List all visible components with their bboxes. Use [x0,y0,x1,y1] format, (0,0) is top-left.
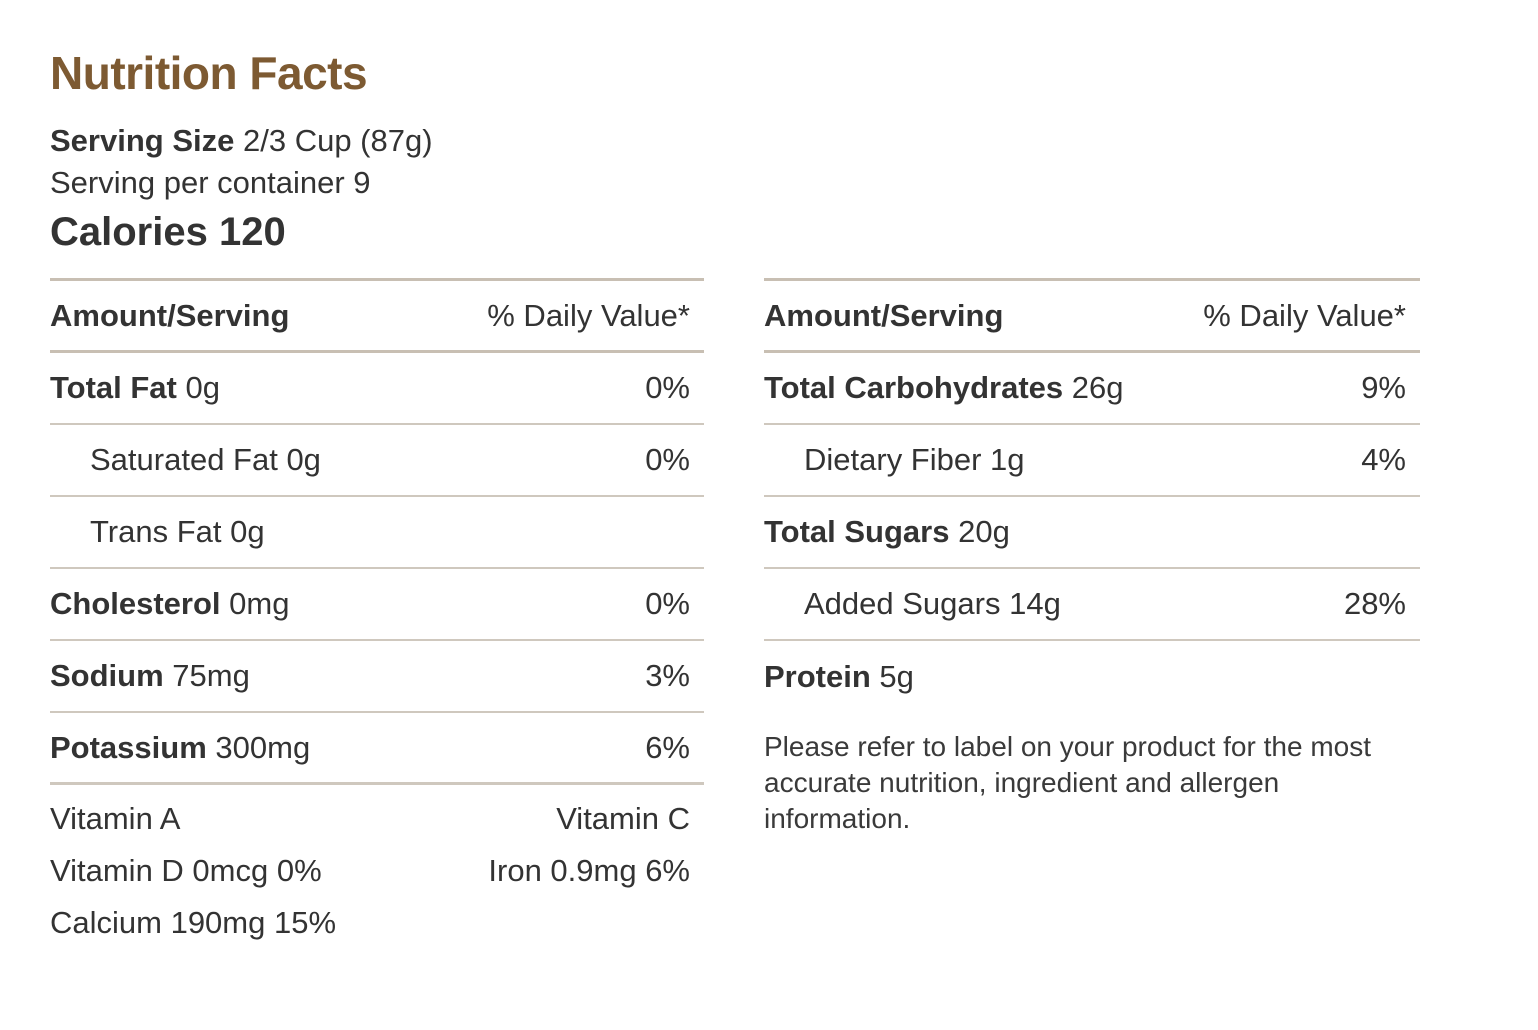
nutrient-row-trans-fat: Trans Fat 0g [50,497,704,569]
nutrient-dv: 0% [645,370,690,405]
nutrient-name: Trans Fat 0g [90,514,265,549]
nutrient-name: Dietary Fiber 1g [804,442,1025,477]
nutrient-amount: 75mg [172,658,250,693]
iron: Iron 0.9mg 6% [488,853,690,888]
nutrient-row-total-fat: Total Fat 0g 0% [50,353,704,425]
serving-size-value: 2/3 Cup (87g) [242,123,433,158]
daily-value-header: % Daily Value* [487,297,690,333]
vitamin-a: Vitamin A [50,801,181,836]
nutrient-row-saturated-fat: Saturated Fat 0g 0% [50,425,704,497]
nutrient-amount: 5g [879,659,914,694]
nutrient-name: Potassium [50,729,207,765]
table-header: Amount/Serving % Daily Value* [50,281,704,353]
nutrient-dv: 0% [645,442,690,477]
serving-size: Serving Size 2/3 Cup (87g) [50,122,433,159]
nutrient-row-dietary-fiber: Dietary Fiber 1g 4% [764,425,1420,497]
nutrient-row-protein: Protein 5g [764,641,1420,713]
nutrient-name: Total Fat [50,370,177,405]
nutrient-amount: 0g [185,370,220,405]
serving-size-label: Serving Size [50,123,235,158]
vitamin-c: Vitamin C [556,801,690,836]
calories-label: Calories [50,210,208,254]
calories: Calories 120 [50,208,286,256]
nutrient-row-total-sugars: Total Sugars 20g [764,497,1420,569]
daily-value-header: % Daily Value* [1203,297,1406,333]
nutrient-name: Protein [764,659,871,694]
nutrient-row-cholesterol: Cholesterol 0mg 0% [50,569,704,641]
nutrient-name: Cholesterol [50,586,221,621]
nutrient-amount: 300mg [215,729,311,765]
nutrient-dv: 4% [1361,442,1406,477]
amount-serving-header: Amount/Serving [50,297,290,333]
calcium: Calcium 190mg 15% [50,905,337,940]
vitamin-row: Calcium 190mg 15% [50,897,704,949]
nutrient-dv: 9% [1361,370,1406,405]
nutrient-row-added-sugars: Added Sugars 14g 28% [764,569,1420,641]
calories-value: 120 [218,210,286,254]
nutrient-name: Total Sugars [764,514,950,549]
vitamin-row: Vitamin A Vitamin C [50,793,704,845]
vitamins-section: Vitamin A Vitamin C Vitamin D 0mcg 0% Ir… [50,793,704,949]
nutrient-name: Added Sugars 14g [804,586,1061,621]
disclaimer-text: Please refer to label on your product fo… [764,731,1371,834]
nutrient-amount: 20g [958,514,1010,549]
nutrient-row-total-carbohydrates: Total Carbohydrates 26g 9% [764,353,1420,425]
nutrient-table-right: Amount/Serving % Daily Value* Total Carb… [764,278,1420,837]
table-header: Amount/Serving % Daily Value* [764,281,1420,353]
nutrient-name: Sodium [50,658,164,693]
nutrient-row-potassium: Potassium 300mg 6% [50,713,704,785]
nutrient-name: Saturated Fat 0g [90,442,321,477]
vitamin-d: Vitamin D 0mcg 0% [50,853,322,888]
nutrient-dv: 0% [645,586,690,621]
nutrient-dv: 6% [645,729,690,765]
page-title: Nutrition Facts [50,47,368,99]
vitamin-row: Vitamin D 0mcg 0% Iron 0.9mg 6% [50,845,704,897]
nutrient-amount: 0mg [229,586,290,621]
nutrient-row-sodium: Sodium 75mg 3% [50,641,704,713]
servings-per-container: Serving per container 9 [50,165,371,200]
nutrient-dv: 28% [1343,586,1406,621]
nutrient-name: Total Carbohydrates [764,370,1064,405]
nutrient-table-left: Amount/Serving % Daily Value* Total Fat … [50,278,704,949]
amount-serving-header: Amount/Serving [764,297,1004,333]
nutrient-amount: 26g [1071,370,1124,405]
nutrient-dv: 3% [645,658,690,693]
